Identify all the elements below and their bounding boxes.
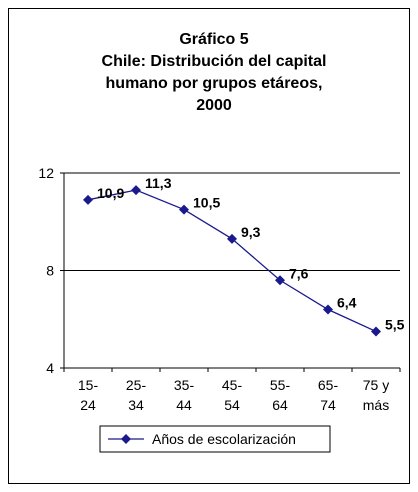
data-label: 9,3 [241,224,261,240]
chart-frame [8,8,410,484]
data-label: 6,4 [337,295,357,311]
series-lines [83,185,381,337]
chart-title: Gráfico 5 Chile: Distribución del capital… [102,31,327,114]
x-tick-label: 55- [270,377,291,393]
chart-title-line: 2000 [196,97,232,114]
y-tick-labels: 4 8 12 [38,165,54,376]
chart-title-line: Gráfico 5 [179,31,248,48]
data-point-marker [131,185,141,196]
x-tick-label: 44 [176,397,192,413]
axes [60,172,401,372]
data-label: 10,5 [193,195,220,211]
x-tick-label: 75 y [363,377,389,393]
x-tick-label: 45- [222,377,243,393]
data-label: 7,6 [289,265,309,281]
data-label: 10,9 [97,185,124,201]
data-point-marker [371,326,381,337]
y-tick-label: 12 [38,165,54,181]
legend-marker-swatch [121,434,131,444]
x-tick-label: 15- [78,377,99,393]
x-tick-label: 24 [80,397,96,413]
legend-label: Años de escolarización [152,431,296,447]
x-tick-label: 65- [318,377,339,393]
data-label: 11,3 [145,175,172,191]
data-label: 5,5 [385,316,405,332]
series-line [87,189,377,333]
x-tick-labels: 15- 24 25- 34 35- 44 45- 54 55- 64 65- 74 75 y más [78,377,389,413]
grid-lines [64,172,400,271]
data-labels: 10,9 11,3 10,5 9,3 7,6 6,4 5,5 [97,175,405,332]
y-tick-label: 8 [46,263,54,279]
data-point-marker [83,194,93,205]
x-tick-label: 35- [174,377,195,393]
y-tick-label: 4 [46,360,54,376]
x-tick-label: 64 [272,397,288,413]
chart-title-line: Chile: Distribución del capital [102,53,327,70]
data-point-marker [227,233,237,244]
legend: Años de escolarización [99,425,331,453]
x-tick-label: 25- [126,377,147,393]
data-point-marker [323,304,333,315]
x-tick-label: 74 [320,397,336,413]
data-point-marker [179,204,189,215]
x-tick-label: 34 [128,397,144,413]
chart-title-line: humano por grupos etáreos, [106,75,323,92]
data-point-marker [275,275,285,286]
x-tick-label: más [363,397,389,413]
x-tick-label: 54 [224,397,240,413]
